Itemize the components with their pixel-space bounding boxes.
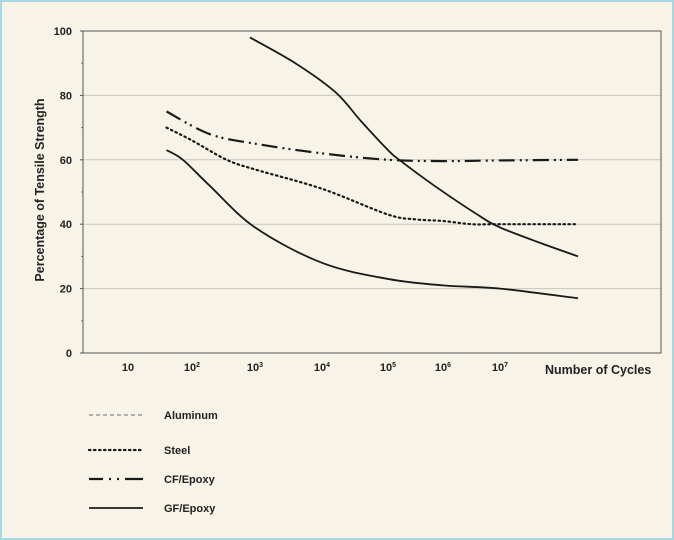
x-tick-base: 10 [314, 362, 326, 374]
x-tick-label: 10 [122, 362, 134, 374]
x-tick-exponent: 2 [196, 362, 200, 369]
x-tick-exponent: 7 [504, 362, 508, 369]
y-tick-label: 60 [60, 155, 72, 167]
y-tick-label: 100 [54, 26, 72, 38]
x-tick-base: 10 [247, 362, 259, 374]
x-tick-base: 10 [435, 362, 447, 374]
x-tick-base: 10 [122, 362, 134, 374]
y-tick-label: 20 [60, 284, 72, 296]
y-tick-label: 80 [60, 90, 72, 102]
x-tick-base: 10 [492, 362, 504, 374]
y-axis-label: Percentage of Tensile Strength [33, 98, 47, 281]
x-tick-base: 10 [184, 362, 196, 374]
x-tick-label: 104 [314, 362, 330, 374]
legend-label: CF/Epoxy [164, 474, 216, 486]
x-tick-exponent: 3 [259, 362, 263, 369]
legend-label: Steel [164, 445, 190, 457]
x-tick-label: 102 [184, 362, 200, 374]
x-tick-exponent: 6 [447, 362, 451, 369]
x-tick-exponent: 5 [392, 362, 396, 369]
x-axis-label: Number of Cycles [545, 363, 651, 377]
x-tick-exponent: 4 [326, 362, 330, 369]
y-tick-label: 0 [66, 348, 72, 360]
series-line-cf-epoxy [166, 110, 579, 163]
x-tick-label: 107 [492, 362, 508, 374]
y-tick-label: 40 [60, 219, 72, 231]
x-tick-label: 103 [247, 362, 263, 374]
series-line-gf-epoxy [166, 149, 579, 300]
plot-area [82, 30, 662, 354]
x-tick-label: 105 [380, 362, 396, 374]
legend-label: Aluminum [164, 410, 218, 422]
x-tick-label: 106 [435, 362, 451, 374]
series-line-steel [165, 126, 580, 226]
legend: Aluminum Steel CF/Epoxy GF/Epoxy [87, 410, 218, 515]
legend-label: GF/Epoxy [164, 503, 216, 515]
x-tick-base: 10 [380, 362, 392, 374]
